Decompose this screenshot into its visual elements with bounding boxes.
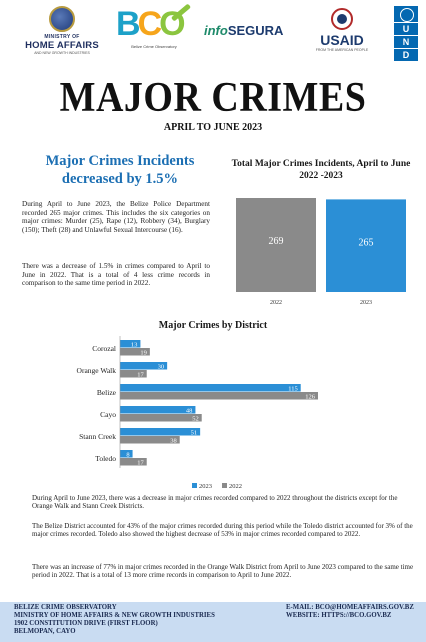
district-paragraph-3: There was an increase of 77% in major cr… bbox=[32, 563, 414, 580]
bar-2023 bbox=[326, 199, 406, 292]
usaid-seal-icon bbox=[331, 8, 353, 30]
bco-letter-c: C bbox=[137, 5, 163, 43]
bar-cayo-2022 bbox=[120, 414, 202, 422]
footer-email[interactable]: E-MAIL: BCO@HOMEAFFAIRS.GOV.BZ bbox=[286, 604, 414, 611]
ministry-logo-line2: HOME AFFAIRS bbox=[25, 40, 99, 51]
undp-letter-u: U bbox=[394, 23, 418, 35]
bar-stann-creek-2023 bbox=[120, 428, 201, 436]
summary-paragraph-2: There was a decrease of 1.5% in crimes c… bbox=[22, 262, 210, 288]
district-label: Toledo bbox=[95, 454, 116, 463]
bar-belize-2022 bbox=[120, 392, 318, 400]
bar-belize-2023 bbox=[120, 384, 301, 392]
bar-value-label: 13 bbox=[131, 342, 138, 349]
bar-corozal-2022 bbox=[120, 348, 150, 356]
bar-value-label: 126 bbox=[305, 394, 316, 401]
usaid-logo-text: USAID bbox=[320, 32, 364, 48]
bar-stann-creek-2022 bbox=[120, 436, 180, 444]
footer-line: 1902 CONSTITUTION DRIVE (FIRST FLOOR) bbox=[14, 620, 158, 627]
district-paragraph-2: The Belize District accounted for 43% of… bbox=[32, 522, 413, 539]
district-chart-title: Major Crimes by District bbox=[158, 320, 268, 331]
usaid-logo: USAID FROM THE AMERICAN PEOPLE bbox=[312, 8, 372, 62]
footer-address: BELIZE CRIME OBSERVATORY MINISTRY OF HOM… bbox=[14, 604, 215, 636]
district-label: Cayo bbox=[100, 410, 116, 419]
total-crimes-chart: 269 2022 265 2023 bbox=[236, 198, 406, 306]
total-chart-title: Total Major Crimes Incidents, April to J… bbox=[231, 159, 411, 181]
infosegura-logo-part1: info bbox=[204, 23, 228, 38]
bco-logo: BCO Belize Crime Observatory bbox=[116, 3, 192, 62]
ministry-logo-line1: MINISTRY OF bbox=[44, 34, 80, 40]
x-tick-label: 2022 bbox=[270, 300, 282, 306]
x-tick-label: 2023 bbox=[360, 300, 372, 306]
district-label: Corozal bbox=[92, 344, 116, 353]
bar-toledo-2023 bbox=[120, 450, 133, 458]
bar-orange-walk-2023 bbox=[120, 362, 168, 370]
logo-bar: MINISTRY OF HOME AFFAIRS AND NEW GROWTH … bbox=[0, 0, 426, 68]
bar-value-label: 19 bbox=[140, 350, 147, 357]
footer-contact: E-MAIL: BCO@HOMEAFFAIRS.GOV.BZ WEBSITE: … bbox=[286, 604, 414, 620]
ministry-logo-tagline: AND NEW GROWTH INDUSTRIES bbox=[34, 51, 90, 55]
district-label: Stann Creek bbox=[79, 432, 116, 441]
footer-line: BELIZE CRIME OBSERVATORY bbox=[14, 604, 117, 611]
undp-letter-d: D bbox=[394, 49, 418, 61]
ministry-crest-icon bbox=[49, 6, 75, 32]
bar-value-label: 265 bbox=[359, 237, 374, 248]
district-label: Belize bbox=[97, 388, 117, 397]
bar-value-label: 51 bbox=[191, 430, 198, 437]
bar-cayo-2023 bbox=[120, 406, 196, 414]
bar-value-label: 52 bbox=[192, 416, 199, 423]
undp-letter-n: N bbox=[394, 36, 418, 48]
legend-label: 2022 bbox=[229, 483, 242, 490]
footer-line: BELMOPAN, CAYO bbox=[14, 628, 76, 635]
page-title: MAJOR CRIMES bbox=[59, 74, 367, 122]
undp-logo: U N D bbox=[394, 6, 420, 62]
usaid-logo-tagline: FROM THE AMERICAN PEOPLE bbox=[315, 48, 369, 52]
bar-value-label: 17 bbox=[137, 372, 144, 379]
bar-corozal-2023 bbox=[120, 340, 141, 348]
legend-label: 2023 bbox=[199, 483, 212, 490]
bar-value-label: 38 bbox=[170, 438, 177, 445]
bar-value-label: 115 bbox=[288, 386, 298, 393]
legend-swatch-2022 bbox=[222, 483, 227, 488]
footer-website[interactable]: WEBSITE: HTTPS://BCO.GOV.BZ bbox=[286, 612, 392, 619]
bar-value-label: 48 bbox=[186, 408, 193, 415]
district-paragraph-1: During April to June 2023, there was a d… bbox=[32, 494, 398, 511]
legend-swatch-2023 bbox=[192, 483, 197, 488]
bar-value-label: 269 bbox=[269, 236, 284, 247]
infosegura-logo-part2: SEGURA bbox=[227, 23, 284, 38]
bar-value-label: 30 bbox=[158, 364, 165, 371]
bco-letter-b: B bbox=[116, 5, 141, 43]
footer: BELIZE CRIME OBSERVATORY MINISTRY OF HOM… bbox=[0, 602, 426, 642]
ministry-home-affairs-logo: MINISTRY OF HOME AFFAIRS AND NEW GROWTH … bbox=[14, 6, 110, 62]
bar-2022 bbox=[236, 198, 316, 292]
infosegura-logo: infoSEGURA bbox=[204, 22, 296, 44]
bar-orange-walk-2022 bbox=[120, 370, 147, 378]
footer-line: MINISTRY OF HOME AFFAIRS & NEW GROWTH IN… bbox=[14, 612, 215, 619]
district-label: Orange Walk bbox=[77, 366, 117, 375]
bar-value-label: 17 bbox=[137, 460, 144, 467]
page-subtitle: APRIL TO JUNE 2023 bbox=[163, 122, 263, 133]
summary-paragraph-1: During April to June 2023, the Belize Po… bbox=[22, 200, 210, 235]
headline: Major Crimes Incidents decreased by 1.5% bbox=[45, 153, 195, 187]
bar-value-label: 8 bbox=[126, 452, 129, 459]
bar-toledo-2022 bbox=[120, 458, 147, 466]
un-globe-icon bbox=[394, 6, 418, 22]
bco-logo-caption: Belize Crime Observatory bbox=[131, 44, 177, 49]
